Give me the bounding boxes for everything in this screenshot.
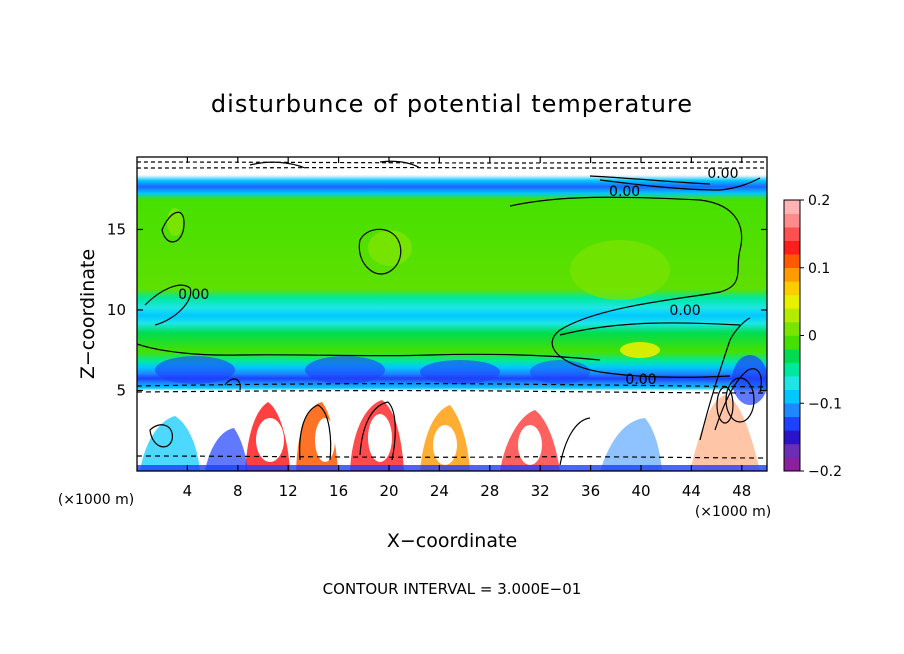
- colorbar-swatch: [784, 335, 800, 350]
- x-unit-left: (×1000 m): [58, 492, 134, 508]
- contour-label: 0.00: [609, 184, 640, 200]
- x-tick-label: 20: [379, 482, 398, 500]
- colorbar-swatch: [784, 416, 800, 431]
- colorbar-tick-label: −0.1: [808, 396, 842, 412]
- colorbar-swatch: [784, 254, 800, 269]
- colorbar-swatch: [784, 430, 800, 445]
- y-tick-label: 15: [107, 220, 126, 238]
- colorbar-swatch: [784, 267, 800, 282]
- x-tick-label: 12: [279, 482, 298, 500]
- colorbar-tick-label: 0.1: [808, 261, 830, 277]
- colorbar-swatch: [784, 362, 800, 377]
- y-axis-label: Z−coordinate: [77, 249, 99, 379]
- colorbar-swatch: [784, 349, 800, 363]
- x-tick-label: 16: [329, 482, 348, 500]
- colorbar-swatch: [784, 213, 800, 228]
- x-tick-label: 8: [233, 482, 243, 500]
- plot-frame: [136, 156, 768, 472]
- colorbar-swatch: [784, 321, 800, 336]
- colorbar-swatch: [784, 227, 800, 241]
- x-tick-label: 44: [682, 482, 701, 500]
- field-features: [137, 157, 767, 471]
- y-axis: 5 10 15: [107, 220, 767, 399]
- y-tick-label: 5: [116, 381, 126, 399]
- colorbar-tick-label: 0: [808, 329, 817, 345]
- colorbar-swatch: [784, 308, 800, 323]
- colorbar-swatch: [784, 281, 800, 296]
- contour-label: 0.00: [625, 372, 656, 388]
- contour-label: 0.00: [178, 287, 209, 303]
- x-unit-right: (×1000 m): [695, 504, 771, 520]
- x-tick-label: 36: [581, 482, 600, 500]
- colorbar-swatch: [784, 294, 800, 309]
- contour-label-group: 0.00 0.00 0.00 0.00 0.00: [178, 166, 738, 388]
- x-tick-label: 24: [430, 482, 449, 500]
- x-axis-label: X−coordinate: [387, 530, 517, 552]
- colorbar-swatch: [784, 443, 800, 458]
- colorbar-swatch: [784, 376, 800, 390]
- colorbar-swatch: [784, 240, 800, 255]
- y-tick-label: 10: [107, 301, 126, 319]
- contour-lines: [137, 160, 767, 466]
- chart-title: disturbunce of potential temperature: [211, 90, 693, 118]
- colorbar-swatch: [784, 403, 800, 418]
- x-tick-label: 4: [183, 482, 193, 500]
- plot-area: 0.00 0.00 0.00 0.00 0.00: [137, 157, 767, 471]
- x-tick-label: 40: [631, 482, 650, 500]
- contour-label: 0.00: [670, 303, 701, 319]
- colorbar-swatch: [784, 200, 800, 214]
- colorbar-swatch: [784, 457, 800, 472]
- x-tick-label: 48: [732, 482, 751, 500]
- x-axis: 4 8 12 16 20 24 28 32 36 40 44 48: [183, 157, 751, 500]
- x-tick-label: 28: [480, 482, 499, 500]
- contour-label: 0.00: [707, 166, 738, 182]
- contour-interval-footer: CONTOUR INTERVAL = 3.000E−01: [323, 580, 582, 598]
- colorbar-tick-label: 0.2: [808, 193, 830, 209]
- x-tick-label: 32: [531, 482, 550, 500]
- colorbar: 0.2 0.1 0 −0.1 −0.2: [783, 193, 842, 480]
- colorbar-tick-label: −0.2: [808, 464, 842, 480]
- colorbar-swatch: [784, 389, 800, 404]
